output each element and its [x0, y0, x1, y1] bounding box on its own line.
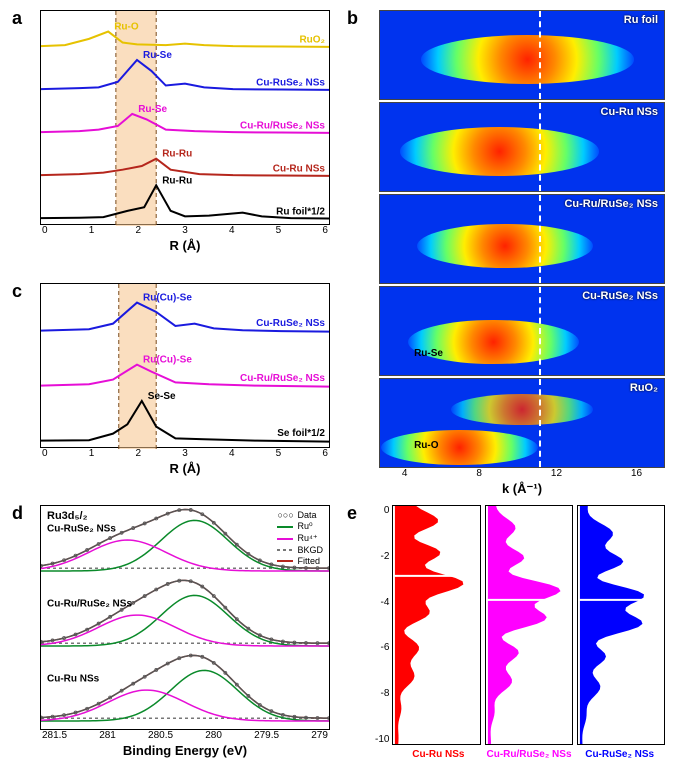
panel-d-xticks: 281.5281280.5280279.5279 — [40, 730, 330, 741]
panel-c-label: c — [12, 281, 22, 302]
svg-text:Ru-Ru: Ru-Ru — [162, 175, 192, 186]
svg-text:Ru foil*1/2: Ru foil*1/2 — [276, 207, 325, 218]
heatmap-0: Ru foilR (Å)23 — [379, 10, 665, 100]
panel-b: b Ru foilR (Å)23Cu-Ru NSsR (Å)23Cu-Ru/Ru… — [345, 10, 665, 497]
svg-text:Cu-RuSe₂ NSs: Cu-RuSe₂ NSs — [256, 78, 325, 89]
panel-e-yticks: 0-2-4-6-8-10 — [375, 505, 392, 745]
figure-grid: a |FT k³χ(k)| RuO₂Ru-OCu-RuSe₂ NSsRu-SeC… — [10, 10, 673, 760]
dos-column-0 — [392, 505, 480, 745]
svg-text:Se-Se: Se-Se — [148, 390, 176, 401]
svg-text:Se foil*1/2: Se foil*1/2 — [277, 427, 325, 438]
panel-d: d Intensity (a.u.) Ru3d₅/₂ ○○○DataRu⁰Ru⁴… — [10, 505, 330, 760]
panel-b-xticks: 481216 — [379, 468, 665, 479]
svg-text:Cu-Ru/RuSe₂ NSs: Cu-Ru/RuSe₂ NSs — [240, 372, 325, 383]
heatmap-1: Cu-Ru NSsR (Å)23 — [379, 102, 665, 192]
panel-e-columns — [392, 505, 665, 745]
panel-d-xlabel: Binding Energy (eV) — [40, 743, 330, 758]
heatmap-4: RuO₂Ru-OR (Å)234 — [379, 378, 665, 468]
svg-text:Ru-Se: Ru-Se — [143, 50, 172, 61]
svg-text:Cu-Ru NSs: Cu-Ru NSs — [47, 674, 100, 685]
svg-text:Cu-Ru NSs: Cu-Ru NSs — [273, 164, 326, 175]
panel-a-xticks: 0123456 — [40, 225, 330, 236]
heatmap-2: Cu-Ru/RuSe₂ NSsR (Å)23 — [379, 194, 665, 284]
svg-text:Cu-Ru/RuSe₂ NSs: Cu-Ru/RuSe₂ NSs — [47, 599, 132, 610]
panel-a: a |FT k³χ(k)| RuO₂Ru-OCu-RuSe₂ NSsRu-SeC… — [10, 10, 330, 275]
svg-text:Ru-Se: Ru-Se — [138, 104, 167, 115]
panel-b-heatmaps: Ru foilR (Å)23Cu-Ru NSsR (Å)23Cu-Ru/RuSe… — [379, 10, 665, 468]
dos-column-1 — [485, 505, 573, 745]
svg-text:Cu-RuSe₂ NSs: Cu-RuSe₂ NSs — [47, 524, 116, 535]
panel-e-label: e — [347, 503, 357, 524]
panel-c-xticks: 0123456 — [40, 448, 330, 459]
panel-e-captions: Cu-Ru NSsCu-Ru/RuSe₂ NSsCu-RuSe₂ NSs — [393, 745, 665, 760]
panel-b-label: b — [347, 8, 358, 29]
svg-text:Ru(Cu)-Se: Ru(Cu)-Se — [143, 292, 192, 303]
panel-c: c |FT k³χ(k)| Cu-RuSe₂ NSsRu(Cu)-SeCu-Ru… — [10, 283, 330, 498]
panel-d-label: d — [12, 503, 23, 524]
panel-a-xlabel: R (Å) — [40, 238, 330, 253]
panel-b-xlabel: k (Å⁻¹) — [379, 481, 665, 497]
panel-a-chart: RuO₂ Ru-O Cu-RuSe₂ NSs Ru-Se Cu-Ru/RuSe₂ NSs… — [40, 10, 330, 225]
panel-a-label: a — [12, 8, 22, 29]
svg-text:Cu-Ru/RuSe₂ NSs: Cu-Ru/RuSe₂ NSs — [240, 121, 325, 132]
svg-text:Ru(Cu)-Se: Ru(Cu)-Se — [143, 354, 192, 365]
dos-column-2 — [577, 505, 665, 745]
svg-text:RuO₂: RuO₂ — [299, 35, 325, 46]
panel-c-xlabel: R (Å) — [40, 461, 330, 476]
heatmap-3: Cu-RuSe₂ NSsRu-SeR (Å)23 — [379, 286, 665, 376]
svg-text:Cu-RuSe₂ NSs: Cu-RuSe₂ NSs — [256, 317, 325, 328]
svg-text:Ru-O: Ru-O — [114, 22, 139, 33]
svg-text:Ru-Ru: Ru-Ru — [162, 149, 192, 160]
panel-d-chart: Ru3d₅/₂ ○○○DataRu⁰Ru⁴⁺BKGDFitted Cu-RuSe… — [40, 505, 330, 730]
panel-e: e Binding Energy (E_d-E_f / eV) 0-2-4-6-… — [345, 505, 665, 760]
panel-c-chart: Cu-RuSe₂ NSs Ru(Cu)-Se Cu-Ru/RuSe₂ NSs Ru(C… — [40, 283, 330, 448]
